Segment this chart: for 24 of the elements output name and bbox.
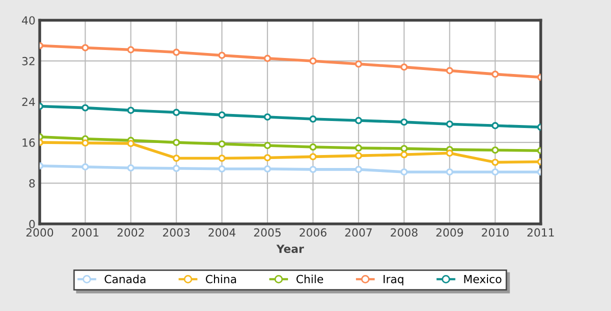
y-tick-label: 40 [22, 16, 35, 25]
y-tick-label: 8 [29, 179, 35, 188]
x-tick-label: 2000 [26, 228, 54, 237]
x-tick-label: 2006 [300, 228, 326, 237]
x-tick-label: 2007 [345, 228, 372, 237]
x-tick-label: 2008 [390, 228, 418, 237]
x-tick-label: 2002 [117, 228, 144, 237]
y-tick-label: 0 [29, 220, 35, 228]
x-tick-label: 2004 [208, 228, 236, 237]
x-tick-label: 2003 [163, 228, 190, 237]
y-tick-label: 32 [22, 56, 34, 66]
x-tick-label: 2011 [527, 228, 554, 237]
legend-label: China [206, 274, 236, 284]
y-tick-label: 24 [22, 98, 35, 106]
x-tick-label: 2005 [254, 228, 281, 237]
legend-label: Iraq [384, 275, 404, 286]
legend-label: Mexico [464, 274, 502, 284]
legend-label: Canada [104, 274, 146, 284]
x-axis-title: Year [276, 244, 304, 253]
legend-label: Chile [296, 274, 324, 284]
x-tick-label: 2001 [72, 228, 98, 237]
x-tick-label: 2009 [436, 228, 463, 237]
y-tick-label: 16 [22, 138, 35, 147]
x-tick-label: 2010 [482, 228, 509, 237]
